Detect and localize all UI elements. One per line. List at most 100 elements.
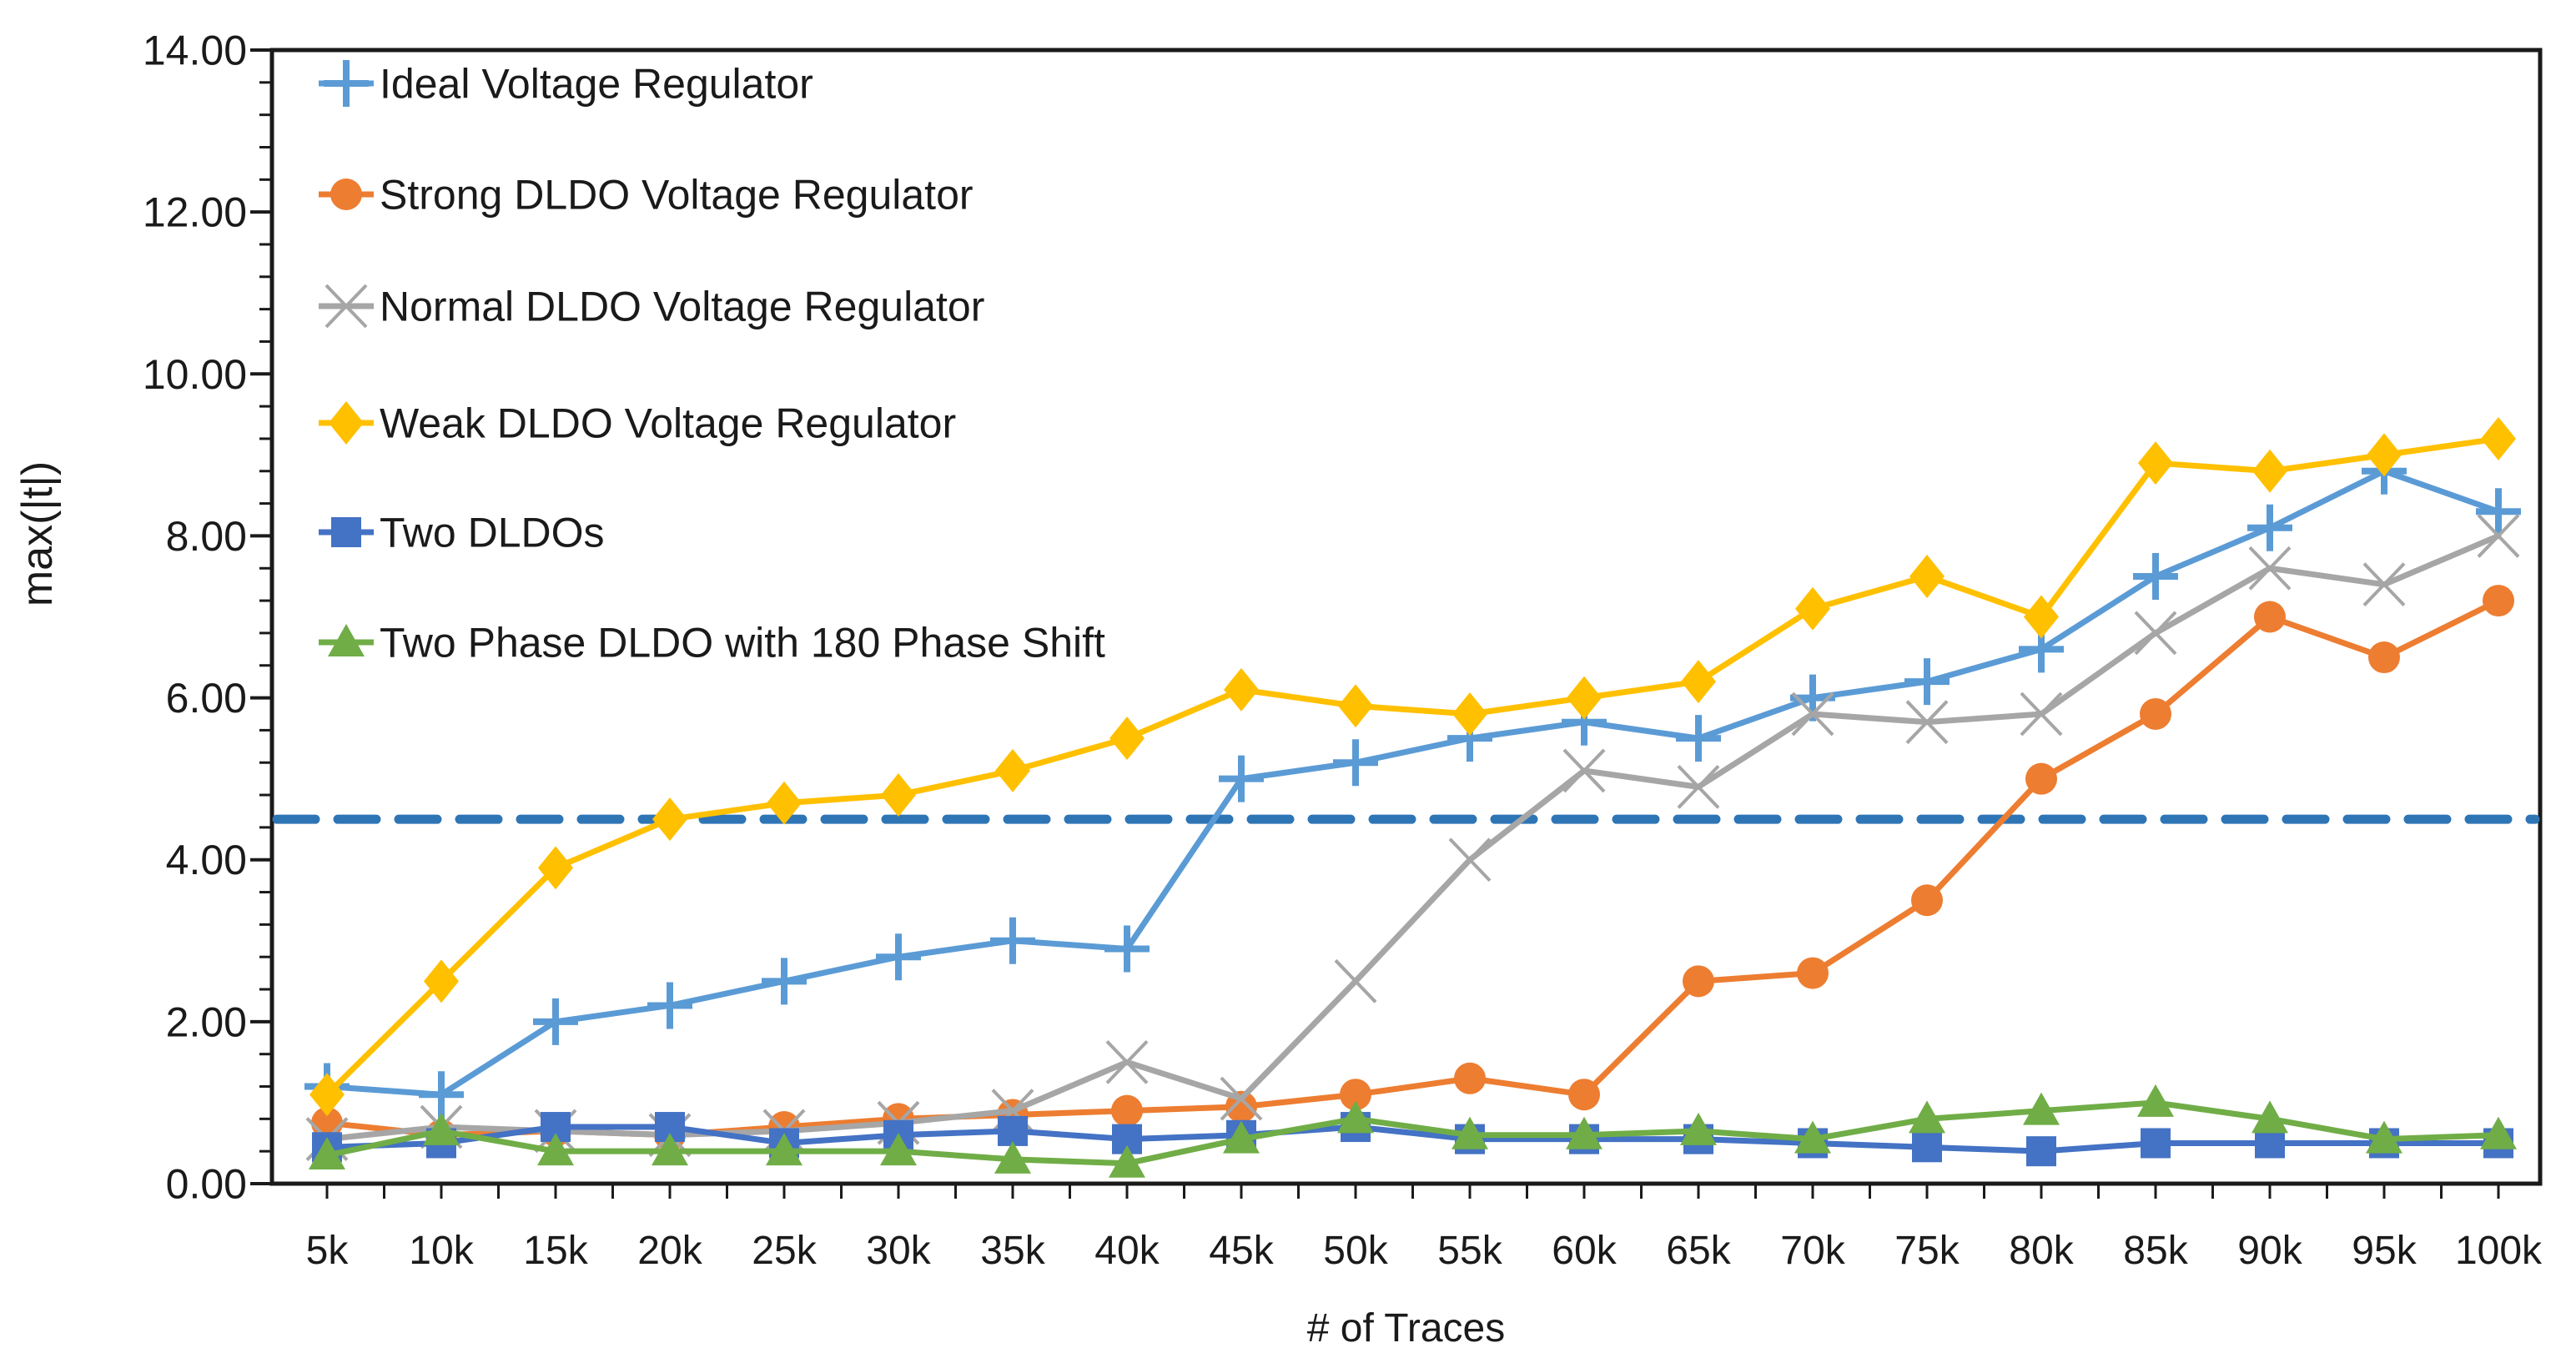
legend-marker-square <box>331 517 361 547</box>
data-point-marker <box>881 773 916 817</box>
data-point-marker <box>2138 441 2173 485</box>
data-point-marker <box>309 1137 345 1170</box>
series-ideal-voltage-regulator <box>304 447 2521 1119</box>
legend-marker-triangle <box>328 624 365 656</box>
data-point-marker <box>2477 514 2520 558</box>
data-point-marker <box>2368 641 2400 674</box>
data-point-marker <box>767 781 802 825</box>
data-point-marker <box>2255 1128 2285 1159</box>
data-point-marker <box>652 1133 688 1166</box>
y-axis-tick-label: 0.00 <box>166 1161 247 1208</box>
data-point-marker <box>2134 611 2177 656</box>
data-point-marker <box>533 998 578 1045</box>
legend-item[interactable]: Normal DLDO Voltage Regulator <box>319 284 984 330</box>
data-point-marker <box>994 1140 1031 1174</box>
x-axis-tick-label: 25k <box>752 1229 817 1273</box>
data-point-marker <box>1795 586 1830 631</box>
data-point-marker <box>2248 546 2292 591</box>
data-point-marker <box>2480 1116 2517 1149</box>
data-point-marker <box>876 933 921 981</box>
data-point-marker <box>766 1133 802 1166</box>
data-point-marker <box>538 846 573 890</box>
data-point-marker <box>2023 1092 2060 1125</box>
legend-marker-plus <box>324 60 369 107</box>
y-axis-tick-label: 10.00 <box>143 351 247 398</box>
data-point-marker <box>990 917 1035 964</box>
series-two-phase-dldo-with-180-phase-shift <box>309 1084 2517 1178</box>
series-line <box>324 435 2502 1098</box>
x-axis-tick-label: 95k <box>2352 1229 2417 1273</box>
x-axis-tick-label: 70k <box>1780 1229 1845 1273</box>
x-axis-tick-label: 35k <box>980 1229 1045 1273</box>
data-point-marker <box>1338 684 1373 728</box>
y-axis-tick-label: 2.00 <box>166 998 247 1045</box>
data-point-marker <box>1676 715 1721 762</box>
data-point-marker <box>1562 748 1606 793</box>
data-point-marker <box>423 1112 460 1145</box>
data-point-marker <box>1567 676 1602 720</box>
legend-item[interactable]: Strong DLDO Voltage Regulator <box>319 172 974 219</box>
data-point-marker <box>1909 1100 1945 1134</box>
legend-item[interactable]: Weak DLDO Voltage Regulator <box>319 400 956 447</box>
x-axis-tick-label: 85k <box>2123 1229 2188 1273</box>
data-point-marker <box>424 959 459 1003</box>
data-point-marker <box>2026 1136 2056 1167</box>
data-point-marker <box>1111 1094 1143 1127</box>
legend: Ideal Voltage Regulator Strong DLDO Volta… <box>319 60 1105 666</box>
x-axis-tick-label: 30k <box>866 1229 931 1273</box>
data-point-marker <box>2362 562 2406 607</box>
data-point-marker <box>1334 958 1377 1003</box>
data-point-marker <box>1911 884 1943 917</box>
legend-marker-circle <box>330 179 362 210</box>
data-point-marker <box>1677 764 1720 809</box>
y-axis-tick-label: 14.00 <box>143 28 247 74</box>
data-point-marker <box>2247 504 2292 551</box>
x-axis-tick-label: 50k <box>1323 1229 1388 1273</box>
x-axis-tick-label: 90k <box>2237 1229 2302 1273</box>
x-axis-tick-label: 75k <box>1894 1229 1960 1273</box>
data-point-marker <box>2476 488 2521 536</box>
data-point-marker <box>419 1071 464 1119</box>
data-point-marker <box>1224 667 1259 712</box>
data-point-marker <box>2133 552 2178 600</box>
x-axis-tick-label: 80k <box>2009 1229 2074 1273</box>
series-line <box>324 468 2502 1098</box>
data-point-marker <box>1454 1062 1486 1094</box>
data-point-marker <box>652 797 687 842</box>
data-point-marker <box>647 982 692 1029</box>
data-point-marker <box>1109 1144 1145 1178</box>
data-point-marker <box>2483 585 2514 617</box>
data-point-marker <box>2367 433 2402 477</box>
x-axis-tick-label: 55k <box>1437 1229 1502 1273</box>
axes: 0.00 2.00 4.00 6.00 8.00 10.00 12.00 14.00 5k 10k… <box>13 28 2543 1351</box>
data-point-marker <box>1683 965 1714 998</box>
data-point-marker <box>2140 697 2171 730</box>
legend-label: Normal DLDO Voltage Regulator <box>380 284 984 330</box>
legend-item[interactable]: Two DLDOs <box>319 510 605 556</box>
x-axis-title: # of Traces <box>1307 1306 1505 1350</box>
x-axis-tick-label: 40k <box>1094 1229 1160 1273</box>
y-axis-tick-label: 12.00 <box>143 189 247 236</box>
plot-border <box>269 48 2543 1186</box>
data-point-marker <box>1566 1116 1602 1149</box>
x-axis-tick-label: 100k <box>2455 1229 2543 1273</box>
y-axis-title: max(|t|) <box>13 461 62 606</box>
data-point-marker <box>1681 660 1716 704</box>
legend-item[interactable]: Ideal Voltage Regulator <box>319 60 813 108</box>
data-point-marker <box>1904 658 1950 706</box>
legend-label: Weak DLDO Voltage Regulator <box>380 400 956 447</box>
legend-marker-diamond <box>329 401 364 445</box>
data-point-marker <box>2252 449 2287 493</box>
data-point-marker <box>995 748 1030 792</box>
data-point-marker <box>309 1073 345 1117</box>
legend-item[interactable]: Two Phase DLDO with 180 Phase Shift <box>319 620 1105 666</box>
data-point-marker <box>2251 1100 2288 1134</box>
data-point-marker <box>1448 837 1492 883</box>
legend-label: Two Phase DLDO with 180 Phase Shift <box>380 620 1105 666</box>
data-point-marker <box>1220 1076 1263 1121</box>
legend-marker-x <box>325 284 368 329</box>
data-point-marker <box>2141 1128 2171 1159</box>
data-point-marker <box>1333 739 1378 787</box>
data-point-marker <box>1905 700 1949 745</box>
